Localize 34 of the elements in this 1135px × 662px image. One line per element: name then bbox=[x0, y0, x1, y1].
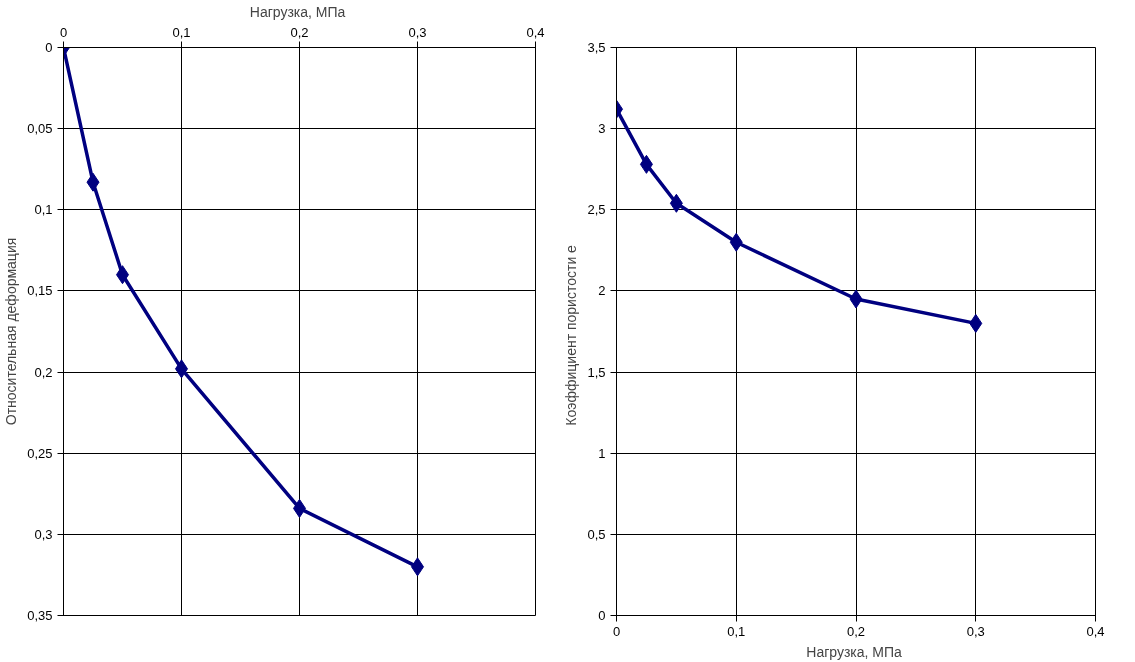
y-tick-label: 3,5 bbox=[587, 40, 606, 55]
y-tick-label: 0 bbox=[598, 608, 606, 623]
y-tick-label: 0,1 bbox=[34, 202, 53, 218]
y-tick-label: 0,15 bbox=[27, 283, 53, 299]
y-tick-label: 2 bbox=[598, 283, 606, 299]
x2-tick-label: 0,1 bbox=[172, 24, 191, 40]
x2-tick-label: 0,3 bbox=[408, 24, 427, 40]
y-axis-title: Коэффициент пористости е bbox=[563, 244, 580, 426]
y-tick-label: 1 bbox=[598, 445, 606, 461]
x-tick-label: 0,4 bbox=[1086, 623, 1105, 639]
x-tick-label: 0,2 bbox=[846, 623, 866, 639]
x-tick-label: 0,3 bbox=[966, 623, 985, 639]
y-axis-title: Относительная деформация bbox=[3, 237, 20, 426]
x-axis-title: Нагрузка, МПа bbox=[806, 643, 903, 660]
point bbox=[669, 193, 683, 213]
y-tick-label: 0,35 bbox=[27, 608, 53, 623]
y-tick-label: 1,5 bbox=[587, 364, 606, 380]
x2-axis-title: Нагрузка, МПа bbox=[249, 3, 346, 20]
y-tick-label: 0,2 bbox=[34, 364, 53, 380]
x2-tick-label: 0,2 bbox=[290, 24, 309, 40]
point bbox=[969, 313, 983, 333]
y-tick-label: 0,05 bbox=[27, 121, 53, 137]
x2-tick-label: 0,4 bbox=[526, 24, 545, 40]
y-tick-label: 0,5 bbox=[587, 526, 606, 542]
point bbox=[729, 232, 743, 252]
point bbox=[849, 289, 863, 309]
y-tick-label: 0,25 bbox=[27, 445, 53, 461]
x-tick-label: 0,1 bbox=[727, 623, 746, 639]
x-tick-label: 0 bbox=[612, 623, 621, 639]
y-tick-label: 0 bbox=[45, 40, 53, 55]
y-tick-label: 3 bbox=[598, 121, 606, 137]
point bbox=[639, 154, 653, 174]
y-tick-label: 0,3 bbox=[34, 526, 53, 542]
y-tick-label: 2,5 bbox=[587, 202, 606, 218]
